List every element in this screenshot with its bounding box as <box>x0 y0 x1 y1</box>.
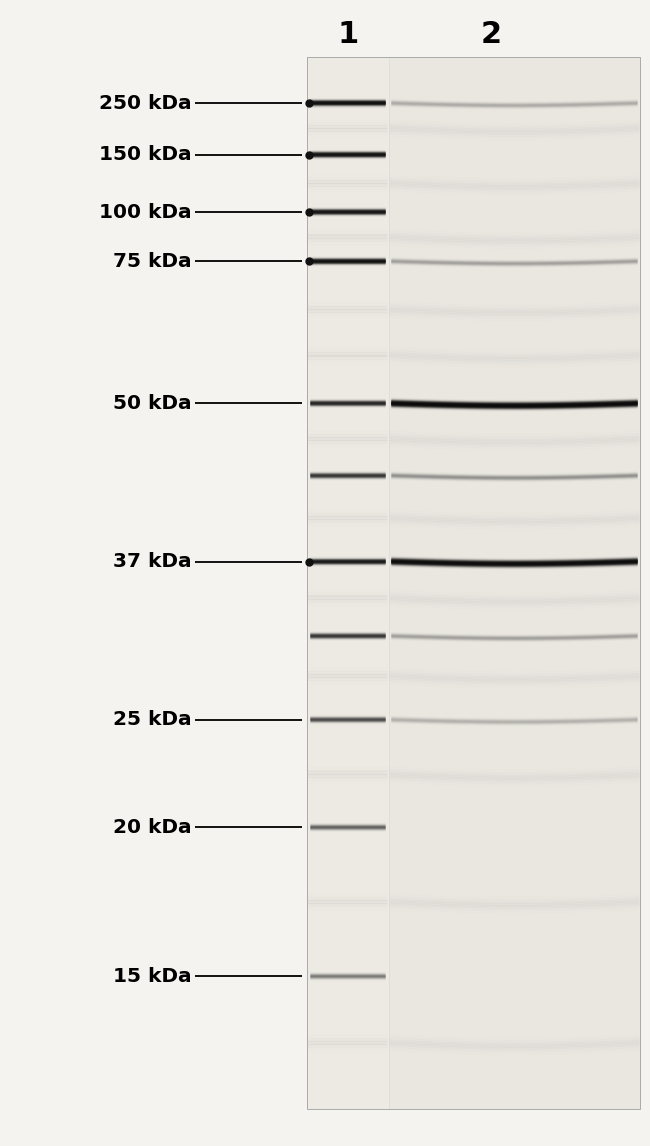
Text: 50 kDa: 50 kDa <box>113 394 192 413</box>
Bar <box>307 57 640 1109</box>
Text: 2: 2 <box>480 19 501 49</box>
Text: 25 kDa: 25 kDa <box>113 711 192 729</box>
Text: 150 kDa: 150 kDa <box>99 146 192 164</box>
Text: 20 kDa: 20 kDa <box>113 818 192 837</box>
Text: 37 kDa: 37 kDa <box>113 552 192 571</box>
Text: 75 kDa: 75 kDa <box>113 252 192 270</box>
Text: 1: 1 <box>337 19 358 49</box>
Text: 250 kDa: 250 kDa <box>99 94 192 112</box>
Bar <box>307 57 389 1109</box>
Bar <box>307 57 640 1109</box>
Text: 100 kDa: 100 kDa <box>99 203 192 221</box>
Text: 15 kDa: 15 kDa <box>113 967 192 986</box>
